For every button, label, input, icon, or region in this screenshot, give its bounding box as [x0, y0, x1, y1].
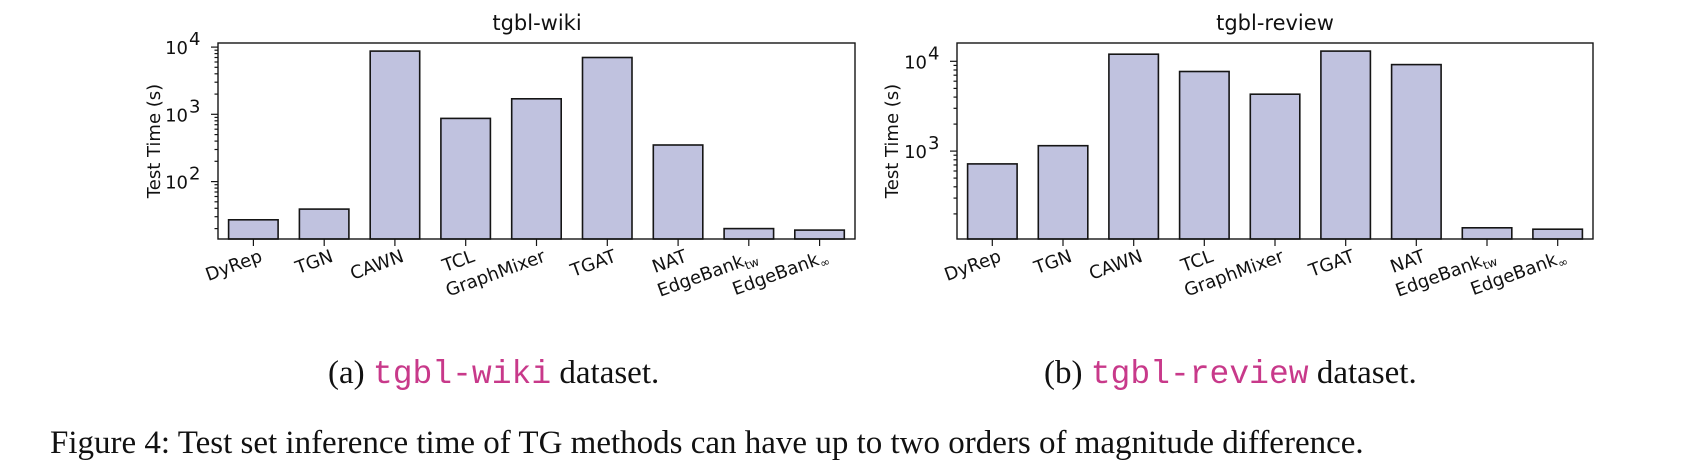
x-tick-label: CAWN — [348, 246, 407, 285]
y-tick-label: 10 — [165, 38, 188, 59]
bar-edgebank-tw — [1461, 227, 1513, 240]
bar-tgat — [581, 56, 633, 240]
y-axis-label: Test Time (s) — [144, 84, 165, 199]
bar-edgebank-inf — [793, 229, 846, 240]
bar-edgebank-tw — [723, 227, 775, 240]
y-tick-exponent: 2 — [189, 164, 200, 185]
y-axis-label: Test Time (s) — [882, 84, 903, 199]
chart-title: tgbl-review — [1216, 11, 1334, 35]
caption-b-prefix: (b) — [1044, 355, 1091, 391]
bar-cawn — [369, 50, 421, 240]
y-tick-exponent: 3 — [189, 96, 200, 117]
caption-b-suffix: dataset. — [1308, 355, 1417, 391]
bar-tgn — [298, 208, 350, 240]
caption-a-suffix: dataset. — [551, 355, 660, 391]
caption-b: (b) tgbl-review dataset. — [1044, 355, 1417, 393]
y-tick-exponent: 3 — [928, 133, 939, 154]
x-tick-label: TGN — [292, 246, 336, 279]
x-tick-label: EdgeBank∞ — [730, 246, 832, 302]
bar-tcl — [1178, 70, 1230, 240]
x-tick-label: DyRep — [203, 246, 265, 286]
bar-nat — [1390, 63, 1442, 240]
caption-a: (a) tgbl-wiki dataset. — [328, 355, 659, 393]
y-tick-label: 10 — [904, 52, 927, 73]
bar-tgn — [1037, 144, 1089, 240]
caption-a-code: tgbl-wiki — [372, 356, 552, 393]
y-tick-label: 10 — [904, 142, 927, 163]
x-tick-label: DyRep — [942, 246, 1004, 286]
caption-a-prefix: (a) — [328, 355, 373, 391]
bar-graphmixer — [510, 98, 563, 240]
figure-caption: Figure 4: Test set inference time of TG … — [50, 425, 1364, 461]
chart-title: tgbl-wiki — [492, 11, 581, 35]
bar-tcl — [440, 117, 492, 240]
bar-nat — [652, 144, 704, 240]
bar-cawn — [1108, 53, 1160, 240]
x-tick-label: EdgeBank∞ — [1468, 246, 1570, 302]
bar-dyrep — [966, 163, 1018, 240]
y-tick-label: 10 — [165, 173, 188, 194]
bar-edgebank-inf — [1532, 228, 1584, 240]
bar-tgat — [1320, 50, 1372, 240]
x-tick-label: CAWN — [1086, 246, 1145, 285]
caption-b-code: tgbl-review — [1090, 356, 1309, 393]
bar-graphmixer — [1249, 93, 1301, 240]
bar-dyrep — [227, 219, 279, 240]
y-tick-exponent: 4 — [928, 43, 939, 64]
y-tick-exponent: 4 — [189, 29, 200, 50]
x-tick-label: TGN — [1030, 246, 1074, 279]
x-tick-label: TGAT — [1305, 246, 1358, 282]
y-tick-label: 10 — [165, 105, 188, 126]
x-tick-label: TGAT — [567, 246, 620, 282]
